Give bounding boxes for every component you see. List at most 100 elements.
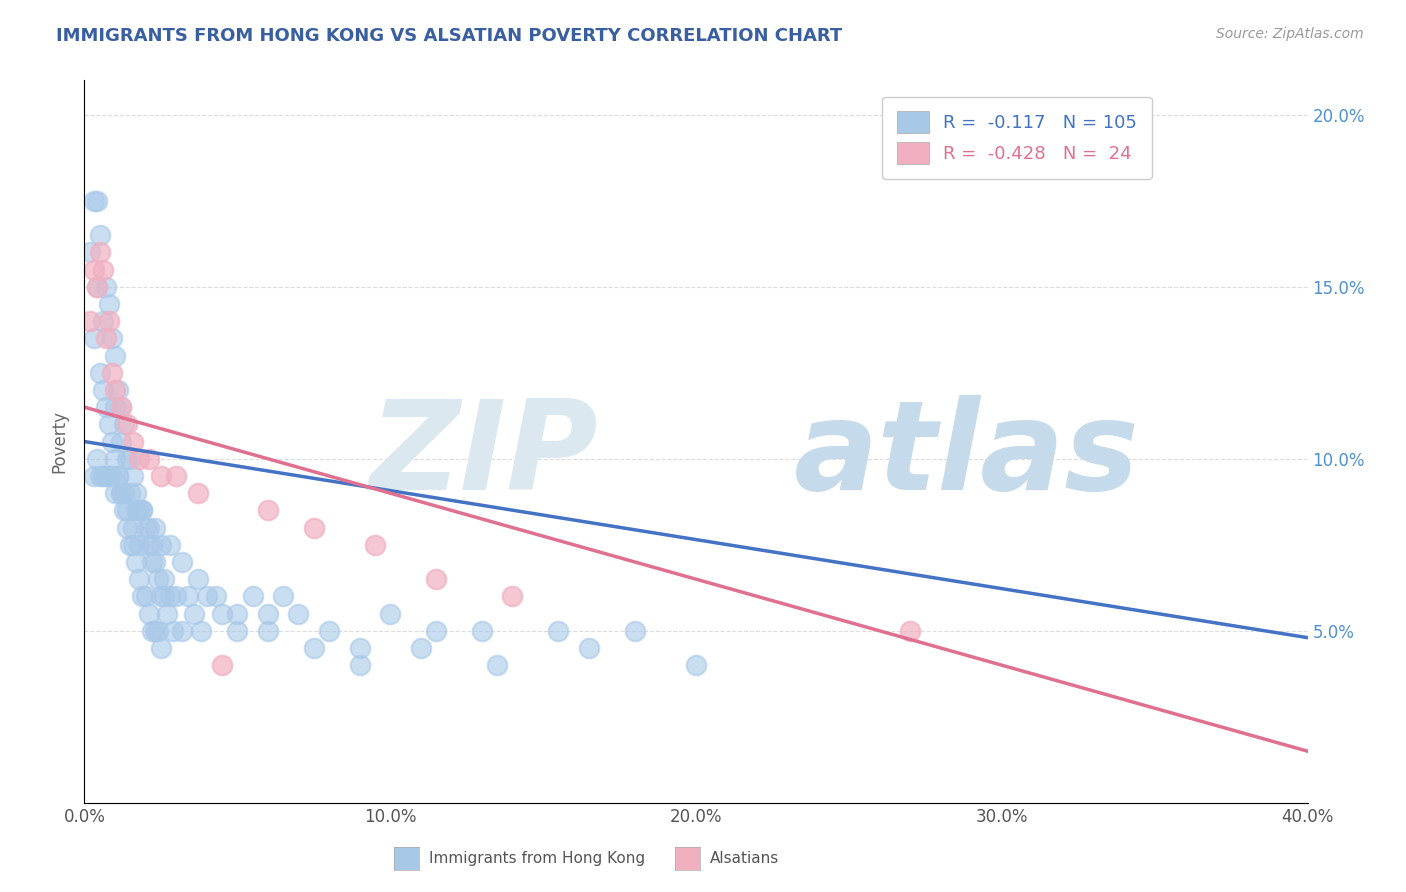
Point bbox=[128, 572, 150, 586]
Point bbox=[131, 503, 153, 517]
Point bbox=[83, 469, 105, 483]
Point bbox=[409, 640, 432, 655]
Point bbox=[122, 538, 145, 552]
Point bbox=[177, 590, 200, 604]
Point bbox=[149, 538, 172, 552]
Point bbox=[186, 572, 208, 586]
Point bbox=[471, 624, 494, 638]
Point bbox=[91, 469, 114, 483]
Point bbox=[94, 400, 117, 414]
Point bbox=[91, 383, 114, 397]
Point bbox=[138, 451, 160, 466]
Legend: R =  -0.117   N = 105, R =  -0.428   N =  24: R = -0.117 N = 105, R = -0.428 N = 24 bbox=[882, 96, 1152, 178]
Point bbox=[83, 194, 105, 208]
Text: Source: ZipAtlas.com: Source: ZipAtlas.com bbox=[1216, 27, 1364, 41]
Point bbox=[146, 572, 169, 586]
Point bbox=[79, 314, 101, 328]
Point bbox=[101, 331, 124, 345]
Point bbox=[110, 434, 132, 449]
Point bbox=[86, 451, 108, 466]
Point bbox=[91, 262, 114, 277]
Point bbox=[172, 624, 194, 638]
Point bbox=[149, 640, 172, 655]
Point bbox=[159, 590, 181, 604]
Point bbox=[83, 331, 105, 345]
Point bbox=[89, 366, 111, 380]
Point bbox=[624, 624, 647, 638]
Point bbox=[143, 555, 166, 569]
Point bbox=[380, 607, 402, 621]
Point bbox=[547, 624, 569, 638]
Point bbox=[149, 590, 172, 604]
Point bbox=[162, 624, 184, 638]
Point bbox=[89, 228, 111, 243]
Point bbox=[195, 590, 218, 604]
Point bbox=[898, 624, 921, 638]
Point bbox=[101, 469, 124, 483]
Point bbox=[83, 262, 105, 277]
Point bbox=[115, 451, 138, 466]
Point bbox=[89, 469, 111, 483]
Point bbox=[257, 624, 280, 638]
Point bbox=[257, 607, 280, 621]
Point bbox=[165, 469, 187, 483]
Point bbox=[502, 590, 524, 604]
Point bbox=[685, 658, 707, 673]
Point bbox=[86, 279, 108, 293]
Point bbox=[107, 469, 129, 483]
Point bbox=[211, 607, 233, 621]
Point bbox=[110, 486, 132, 500]
Point bbox=[104, 486, 127, 500]
Point bbox=[104, 349, 127, 363]
Point bbox=[104, 400, 127, 414]
Point bbox=[153, 590, 176, 604]
Text: Immigrants from Hong Kong: Immigrants from Hong Kong bbox=[429, 852, 645, 866]
Text: Alsatians: Alsatians bbox=[710, 852, 779, 866]
Point bbox=[94, 469, 117, 483]
Point bbox=[578, 640, 600, 655]
Point bbox=[211, 658, 233, 673]
Point bbox=[143, 624, 166, 638]
Point bbox=[156, 607, 179, 621]
Point bbox=[112, 503, 135, 517]
Point bbox=[131, 590, 153, 604]
Point bbox=[104, 383, 127, 397]
Point bbox=[107, 469, 129, 483]
Text: IMMIGRANTS FROM HONG KONG VS ALSATIAN POVERTY CORRELATION CHART: IMMIGRANTS FROM HONG KONG VS ALSATIAN PO… bbox=[56, 27, 842, 45]
Point bbox=[138, 607, 160, 621]
Point bbox=[128, 503, 150, 517]
Point bbox=[172, 555, 194, 569]
Point bbox=[120, 486, 142, 500]
Point bbox=[135, 520, 157, 534]
Point bbox=[120, 538, 142, 552]
Point bbox=[94, 331, 117, 345]
Point bbox=[165, 590, 187, 604]
Point bbox=[79, 245, 101, 260]
Point bbox=[364, 538, 387, 552]
Point bbox=[141, 538, 163, 552]
Point bbox=[110, 400, 132, 414]
Point bbox=[425, 624, 447, 638]
Point bbox=[101, 434, 124, 449]
Point bbox=[135, 590, 157, 604]
Point bbox=[226, 624, 249, 638]
Point bbox=[186, 486, 208, 500]
Point bbox=[101, 366, 124, 380]
Point bbox=[107, 383, 129, 397]
Text: atlas: atlas bbox=[794, 395, 1140, 516]
Point bbox=[131, 503, 153, 517]
Point bbox=[242, 590, 264, 604]
Point bbox=[141, 555, 163, 569]
Point bbox=[257, 503, 280, 517]
Point bbox=[349, 658, 371, 673]
Point bbox=[89, 245, 111, 260]
Point bbox=[425, 572, 447, 586]
Point bbox=[125, 555, 148, 569]
Point bbox=[94, 279, 117, 293]
Point bbox=[115, 520, 138, 534]
Point bbox=[141, 624, 163, 638]
Point bbox=[138, 520, 160, 534]
Point bbox=[138, 538, 160, 552]
Point bbox=[190, 624, 212, 638]
Point bbox=[115, 417, 138, 432]
